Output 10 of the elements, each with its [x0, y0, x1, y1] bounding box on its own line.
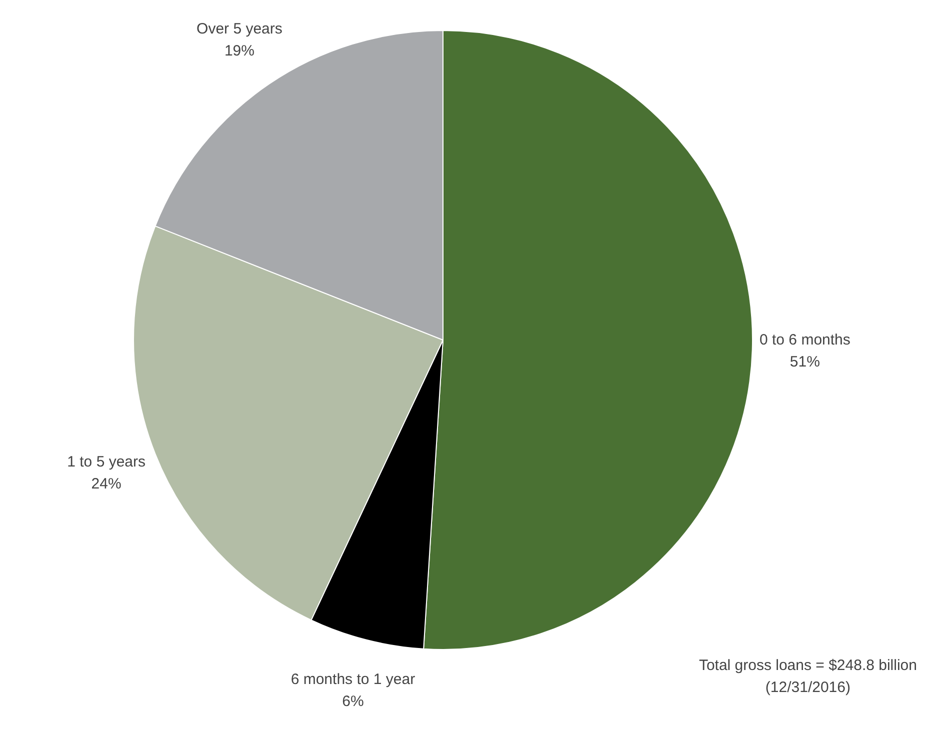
- slice-label: Over 5 years: [196, 20, 282, 38]
- text: (12/31/2016): [764, 678, 852, 698]
- slice-label: 6 months to 1 year: [290, 670, 416, 688]
- data-label: 19%: [224, 42, 254, 60]
- text: Total gross loans = $248.8 billion: [698, 656, 917, 676]
- slice-label: 0 to 6 months: [759, 332, 850, 349]
- data-label: 6%: [342, 692, 364, 710]
- data-label: 24%: [91, 475, 122, 492]
- slice-label: 1 to 5 years: [67, 453, 146, 470]
- data-label: 51%: [790, 354, 820, 371]
